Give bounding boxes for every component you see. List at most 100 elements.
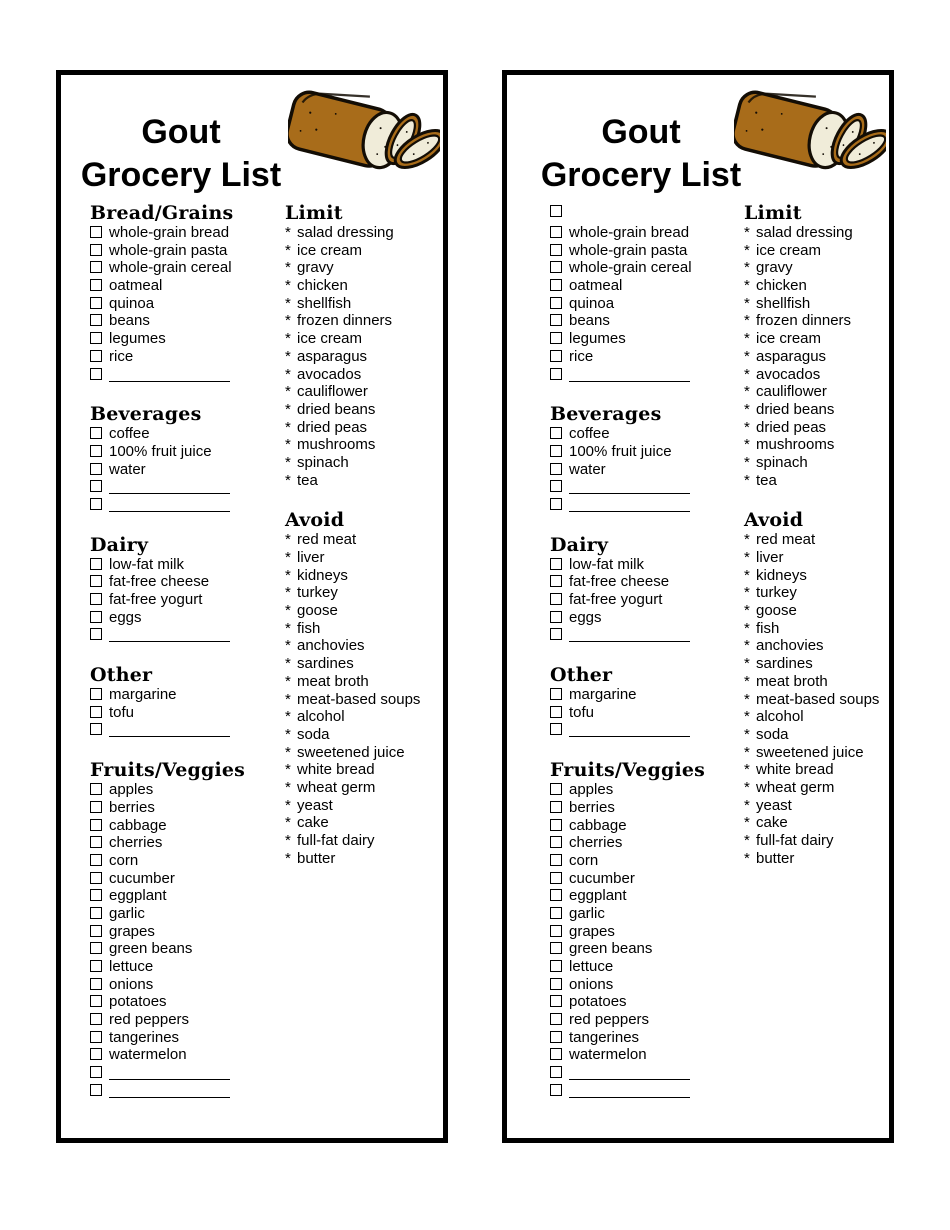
checkbox[interactable] (90, 800, 102, 813)
checklist-item: garlic (90, 905, 286, 923)
checkbox[interactable] (550, 818, 562, 831)
checkbox[interactable] (550, 942, 562, 955)
checkbox[interactable] (550, 610, 562, 623)
checkbox[interactable] (90, 593, 102, 605)
note-item: * meat-based soups (744, 691, 906, 709)
checkbox[interactable] (90, 906, 102, 919)
checkbox[interactable] (550, 367, 562, 380)
checkbox[interactable] (550, 1048, 562, 1061)
checkbox[interactable] (550, 497, 562, 510)
checkbox[interactable] (550, 800, 562, 813)
checkbox[interactable] (90, 853, 102, 866)
checkbox[interactable] (90, 226, 102, 238)
checkbox[interactable] (550, 261, 562, 274)
checkbox[interactable] (550, 853, 562, 866)
checklist-item: red peppers (550, 1011, 746, 1029)
checkbox[interactable] (550, 995, 562, 1008)
checklist-blank-item (550, 721, 746, 739)
checkbox[interactable] (90, 1048, 102, 1061)
checkbox[interactable] (90, 610, 102, 623)
checkbox[interactable] (550, 205, 562, 217)
checkbox[interactable] (550, 332, 562, 345)
section-heading: Limit (744, 202, 802, 224)
checkbox[interactable] (550, 279, 562, 292)
checkbox[interactable] (550, 628, 562, 641)
checkbox[interactable] (550, 557, 562, 570)
checkbox[interactable] (90, 462, 102, 475)
checkbox[interactable] (90, 818, 102, 831)
item-label: liver (297, 549, 325, 566)
checkbox[interactable] (90, 261, 102, 274)
asterisk-marker: * (285, 400, 291, 418)
checkbox[interactable] (90, 871, 102, 884)
checkbox[interactable] (90, 942, 102, 955)
checklist-section: Fruits/Veggies apples berries cabbage cherri… (550, 759, 746, 1099)
checkbox[interactable] (90, 977, 102, 990)
checkbox[interactable] (90, 427, 102, 440)
checkbox[interactable] (90, 296, 102, 309)
asterisk-marker: * (744, 655, 750, 673)
checkbox[interactable] (550, 480, 562, 493)
checkbox[interactable] (550, 243, 562, 256)
checkbox[interactable] (550, 1030, 562, 1043)
checkbox[interactable] (90, 995, 102, 1008)
checkbox[interactable] (90, 960, 102, 972)
title-line-2: Grocery List (80, 155, 282, 194)
checkbox[interactable] (550, 889, 562, 902)
checkbox[interactable] (550, 444, 562, 457)
item-label: cherries (569, 834, 623, 852)
checkbox[interactable] (90, 783, 102, 796)
item-label: spinach (756, 453, 808, 471)
item-label: cabbage (109, 816, 167, 834)
checkbox[interactable] (90, 444, 102, 457)
checkbox[interactable] (90, 332, 102, 345)
checklist-item: apples (550, 781, 746, 799)
checkbox[interactable] (90, 836, 102, 849)
checkbox[interactable] (90, 1066, 102, 1079)
checkbox[interactable] (90, 367, 102, 380)
checklist-item: legumes (550, 330, 746, 348)
checkbox[interactable] (550, 226, 562, 238)
checklist-item: tofu (90, 704, 286, 722)
checkbox[interactable] (550, 296, 562, 309)
checkbox[interactable] (550, 1083, 562, 1096)
checkbox[interactable] (550, 575, 562, 588)
checkbox[interactable] (550, 723, 562, 736)
checkbox[interactable] (90, 480, 102, 493)
checkbox[interactable] (550, 427, 562, 440)
checkbox[interactable] (550, 705, 562, 718)
checkbox[interactable] (90, 557, 102, 570)
checklist-blank-item (90, 721, 286, 739)
checkbox[interactable] (550, 1066, 562, 1079)
checkbox[interactable] (550, 1013, 562, 1026)
checkbox[interactable] (550, 871, 562, 884)
checkbox[interactable] (90, 889, 102, 902)
checkbox[interactable] (550, 960, 562, 972)
checkbox[interactable] (90, 628, 102, 641)
checkbox[interactable] (550, 906, 562, 919)
note-item: * dried beans (744, 401, 906, 419)
checkbox[interactable] (90, 575, 102, 588)
checkbox[interactable] (90, 314, 102, 327)
checkbox[interactable] (550, 836, 562, 849)
checkbox[interactable] (550, 462, 562, 475)
checkbox[interactable] (90, 924, 102, 937)
checkbox[interactable] (550, 314, 562, 327)
checkbox[interactable] (550, 977, 562, 990)
checklist-item: beans (90, 312, 286, 330)
checkbox[interactable] (90, 349, 102, 362)
checkbox[interactable] (90, 497, 102, 510)
checkbox[interactable] (90, 705, 102, 718)
checkbox[interactable] (550, 783, 562, 796)
checkbox[interactable] (550, 593, 562, 605)
checkbox[interactable] (90, 1030, 102, 1043)
checkbox[interactable] (550, 924, 562, 937)
checkbox[interactable] (90, 723, 102, 736)
checkbox[interactable] (90, 279, 102, 292)
checkbox[interactable] (550, 349, 562, 362)
checkbox[interactable] (90, 1083, 102, 1096)
checkbox[interactable] (90, 243, 102, 256)
checkbox[interactable] (90, 1013, 102, 1026)
checkbox[interactable] (90, 688, 102, 701)
checkbox[interactable] (550, 688, 562, 701)
